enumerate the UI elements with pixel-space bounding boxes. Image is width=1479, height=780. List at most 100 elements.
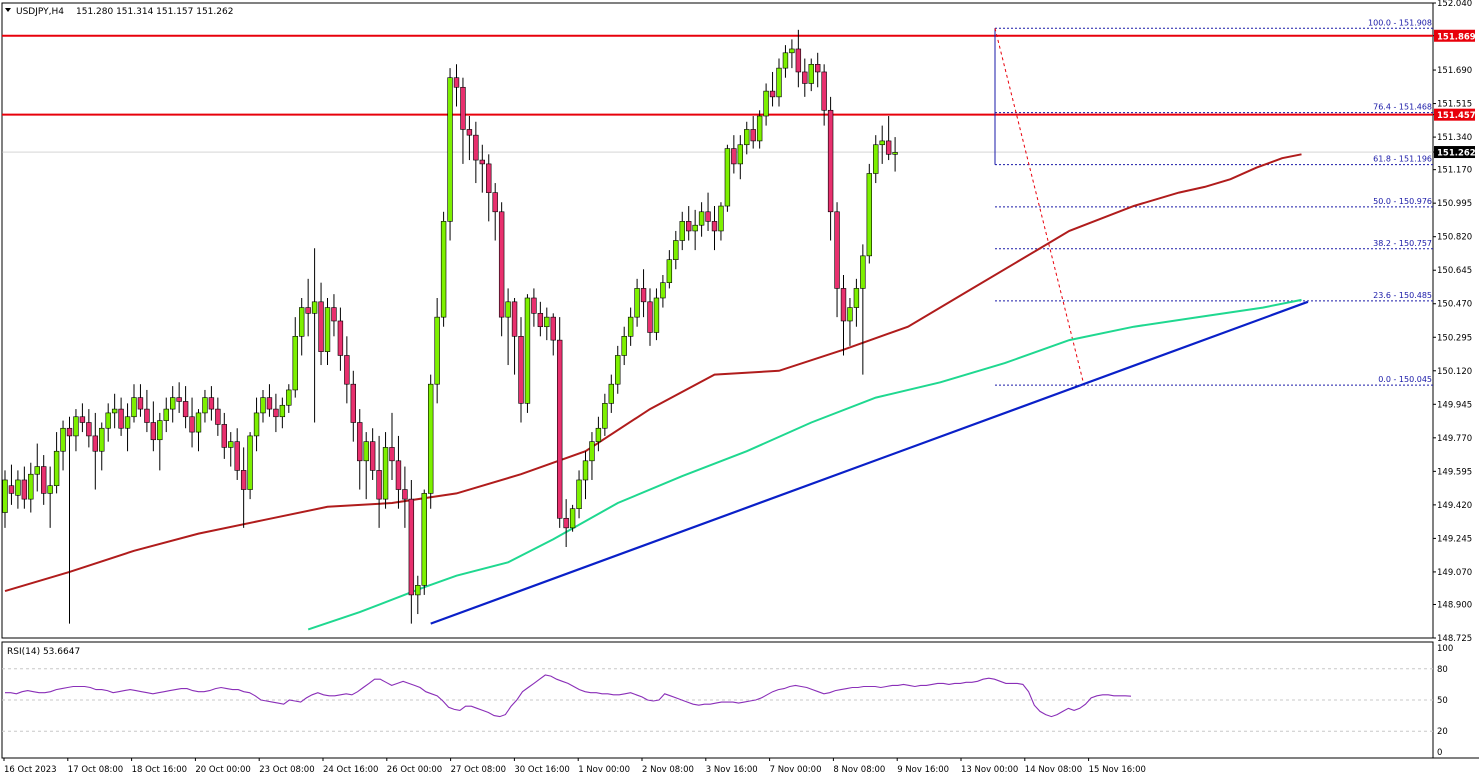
candle-128 [827, 96, 834, 241]
candle-body [305, 307, 311, 314]
price-tag-bg-1 [1434, 108, 1475, 121]
price-tag-2: 151.262 [1437, 149, 1476, 159]
candle-121 [782, 45, 789, 78]
candle-19 [124, 403, 131, 452]
candle-40 [260, 389, 266, 423]
candle-body [744, 129, 750, 146]
candle-45 [292, 317, 298, 398]
candle-body [176, 397, 182, 402]
candle-body [453, 77, 460, 88]
ohlc-readout: 151.280 151.314 151.157 151.262 [76, 7, 233, 17]
candle-body [737, 144, 744, 165]
rsi-tick-50: 50 [1437, 696, 1448, 706]
candle-body [673, 240, 679, 260]
candle-48 [311, 248, 318, 423]
candle-body [440, 221, 447, 318]
candle-body [60, 427, 66, 452]
candle-65 [421, 489, 427, 595]
candle-89 [576, 470, 582, 519]
candle-55 [357, 409, 363, 490]
candle-107 [692, 209, 698, 251]
rsi-tick-80: 80 [1437, 665, 1448, 675]
candle-body [802, 71, 808, 84]
y-tick-20: 148.900 [1437, 600, 1472, 610]
rsi-panel: 100 80 50 20 0 [5, 644, 1453, 758]
y-tick-17: 149.420 [1437, 501, 1472, 511]
candle-54 [350, 370, 356, 442]
candle-1 [8, 464, 15, 505]
fib-label-38.2: 38.2 - 150.757 [1373, 239, 1432, 248]
candle-body [357, 422, 363, 462]
candle-body [498, 211, 505, 318]
candle-body [666, 259, 673, 283]
candle-body [447, 77, 453, 222]
candles [2, 29, 898, 624]
candle-body [266, 397, 273, 410]
x-tick-13: 8 Nov 08:00 [833, 765, 885, 775]
chevron-down-icon[interactable] [5, 8, 11, 12]
candle-101 [653, 288, 660, 341]
candle-80 [518, 317, 524, 423]
candle-123 [795, 29, 802, 88]
candle-body [466, 129, 473, 136]
candle-body [170, 397, 176, 410]
price-axis: 152.040151.869151.690151.515151.457151.3… [1433, 0, 1472, 644]
candle-body [763, 90, 769, 117]
x-tick-11: 3 Nov 16:00 [706, 765, 758, 775]
candle-95 [615, 345, 621, 394]
candle-137 [885, 116, 892, 161]
x-tick-7: 27 Oct 08:00 [451, 765, 506, 775]
x-tick-15: 13 Nov 00:00 [961, 765, 1018, 775]
candle-50 [324, 297, 331, 366]
candle-0 [2, 470, 8, 528]
candle-28 [182, 386, 189, 429]
candle-14 [92, 412, 99, 490]
candle-47 [305, 278, 311, 337]
candle-body [279, 404, 286, 418]
candle-90 [582, 451, 589, 500]
candle-body [640, 288, 647, 303]
candle-body [479, 159, 485, 165]
x-tick-12: 7 Nov 00:00 [770, 765, 822, 775]
price-tag-bg-0 [1434, 29, 1475, 42]
candle-body [421, 493, 427, 586]
x-tick-5: 24 Oct 16:00 [323, 765, 378, 775]
candle-body [698, 211, 705, 226]
candle-68 [440, 211, 447, 327]
candle-59 [382, 432, 389, 509]
candle-61 [395, 435, 402, 509]
candle-body [157, 420, 163, 441]
candle-66 [427, 374, 434, 509]
candle-body [415, 585, 421, 596]
moving-average-slow [4, 153, 1302, 593]
candle-75 [486, 154, 492, 222]
candle-body [653, 297, 660, 333]
candle-body [144, 408, 150, 423]
candle-136 [879, 125, 885, 164]
candle-56 [363, 432, 369, 500]
candle-body [750, 129, 756, 142]
candle-body [376, 470, 382, 500]
candle-body [569, 508, 576, 529]
candle-38 [247, 432, 253, 500]
price-tags: 151.869 151.457 151.262 [1434, 29, 1476, 159]
y-tick-12: 150.295 [1437, 333, 1472, 343]
candle-body [389, 447, 395, 462]
candle-131 [847, 297, 853, 346]
candle-12 [79, 403, 86, 433]
candle-body [834, 211, 840, 289]
candle-58 [376, 435, 382, 528]
candle-body [298, 307, 305, 337]
candle-body [202, 397, 208, 414]
candle-133 [860, 244, 866, 375]
candle-87 [563, 499, 569, 548]
candle-33 [215, 397, 221, 436]
price-tag-1: 151.457 [1437, 111, 1476, 121]
rsi-tick-100: 100 [1437, 644, 1453, 654]
candle-106 [685, 206, 692, 241]
candle-body [363, 441, 369, 462]
candle-23 [150, 401, 157, 452]
candle-36 [234, 428, 240, 480]
symbol-label: USDJPY,H4 [16, 7, 64, 17]
